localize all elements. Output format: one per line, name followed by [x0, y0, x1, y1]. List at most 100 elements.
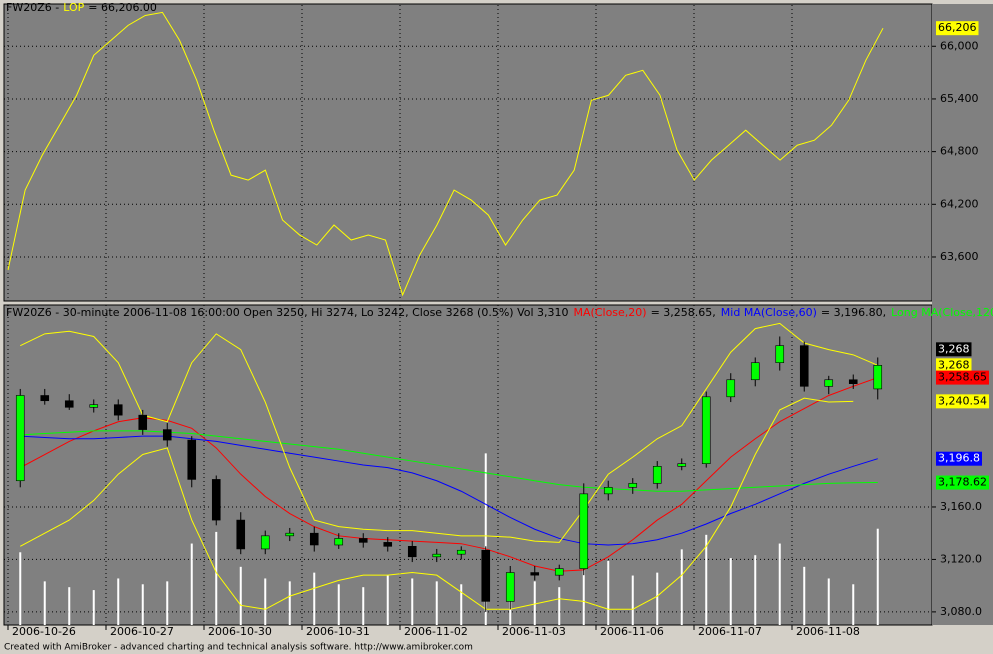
y-tick-label: 66,000 — [940, 39, 979, 52]
volume-bar — [68, 587, 71, 625]
volume-bar — [803, 566, 806, 625]
volume-bar — [484, 453, 487, 625]
candle-body — [652, 466, 662, 484]
value-label-box — [936, 358, 972, 373]
candle-body — [15, 395, 25, 482]
volume-bar — [533, 581, 536, 625]
x-tick-label: 2006-10-31 — [306, 625, 370, 638]
x-tick-label: 2006-11-07 — [698, 625, 762, 638]
y-tick-label: 64,800 — [940, 145, 979, 158]
volume-bar — [435, 581, 438, 625]
value-label: 3,268 — [938, 358, 970, 371]
candle-body — [309, 532, 319, 546]
volume-bar — [411, 578, 414, 625]
volume-bar — [19, 552, 22, 625]
candle-body — [530, 572, 540, 576]
volume-bar — [631, 575, 634, 625]
value-label: 3,268 — [938, 342, 970, 355]
candle-body — [775, 345, 785, 364]
candle-body — [407, 546, 417, 558]
value-label-box — [936, 394, 989, 409]
candle-body — [260, 535, 270, 550]
indicator-line — [20, 377, 878, 572]
volume-bar — [386, 575, 389, 625]
legend-value: = 3,258.65, — [651, 306, 716, 319]
candle-body — [677, 463, 687, 467]
candle-body — [211, 479, 221, 521]
bottom-pane — [3, 304, 933, 626]
x-tick-label: 2006-10-30 — [208, 625, 272, 638]
volume-bar — [729, 558, 732, 625]
volume-bar — [778, 543, 781, 625]
volume-bar — [705, 534, 708, 625]
candle-body — [628, 483, 638, 488]
y-tick-label: 3,160.0 — [940, 500, 982, 513]
x-tick-label: 2006-11-02 — [404, 625, 468, 638]
volume-bar — [558, 587, 561, 625]
candle-body — [40, 395, 50, 402]
candle-body — [138, 414, 148, 430]
volume-bar — [288, 581, 291, 625]
value-label: 3,258.65 — [938, 371, 987, 384]
candle-body — [848, 379, 858, 384]
candle-body — [187, 439, 197, 480]
legend-value: = 3,196.80, — [821, 306, 886, 319]
y-tick-label: 3,120.0 — [940, 552, 982, 565]
volume-bar — [656, 572, 659, 625]
value-label: 3,240.54 — [938, 394, 987, 407]
value-label-box — [936, 370, 989, 385]
candle-body — [701, 396, 711, 464]
candle-body — [750, 362, 760, 381]
candle-body — [334, 538, 344, 546]
volume-bar — [607, 561, 610, 625]
candle-body — [383, 542, 393, 547]
volume-bar — [582, 537, 585, 625]
volume-bar — [117, 578, 120, 625]
volume-bar — [264, 578, 267, 625]
volume-bar — [215, 531, 218, 625]
x-tick-label: 2006-11-08 — [796, 625, 860, 638]
volume-bar — [362, 587, 365, 625]
candle-body — [505, 572, 515, 602]
candle-body — [579, 493, 589, 569]
value-label: 66,206 — [938, 21, 977, 34]
candle-body — [162, 429, 172, 441]
volume-bar — [460, 584, 463, 625]
legend-name: Long MA(Close,120) — [891, 306, 993, 319]
value-label-box — [936, 475, 989, 490]
candle-body — [358, 538, 368, 543]
volume-bar — [754, 555, 757, 625]
candle-body — [824, 379, 834, 387]
value-label: 3,178.62 — [938, 476, 987, 489]
value-label-box — [936, 342, 972, 357]
volume-bar — [313, 572, 316, 625]
volume-bar — [190, 543, 193, 625]
y-tick-label: 64,200 — [940, 197, 979, 210]
candle-body — [873, 365, 883, 390]
volume-bar — [827, 578, 830, 625]
volume-bar — [141, 584, 144, 625]
value-label: 3,196.8 — [938, 452, 980, 465]
axis-area — [932, 4, 993, 625]
indicator-line — [20, 397, 854, 610]
candle-body — [799, 345, 809, 387]
top-pane — [3, 3, 933, 302]
candle-body — [456, 549, 466, 555]
value-label-box — [936, 21, 979, 36]
y-tick-label: 63,600 — [940, 250, 979, 263]
legend-name: Mid MA(Close,60) — [721, 306, 817, 319]
candle-body — [726, 379, 736, 398]
candle-body — [285, 532, 295, 537]
volume-bar — [43, 581, 46, 625]
lop-line — [7, 11, 884, 297]
x-tick-label: 2006-10-26 — [12, 625, 76, 638]
legend-value: = 66,206.00 — [88, 1, 157, 14]
candle-body — [554, 568, 564, 576]
candle-body — [64, 400, 74, 408]
legend-name: LOP — [63, 1, 84, 14]
chart-title: FW20Z6 - — [6, 1, 59, 14]
y-tick-label: 3,080.0 — [940, 605, 982, 618]
volume-bar — [166, 581, 169, 625]
legend-name: MA(Close,20) — [574, 306, 647, 319]
